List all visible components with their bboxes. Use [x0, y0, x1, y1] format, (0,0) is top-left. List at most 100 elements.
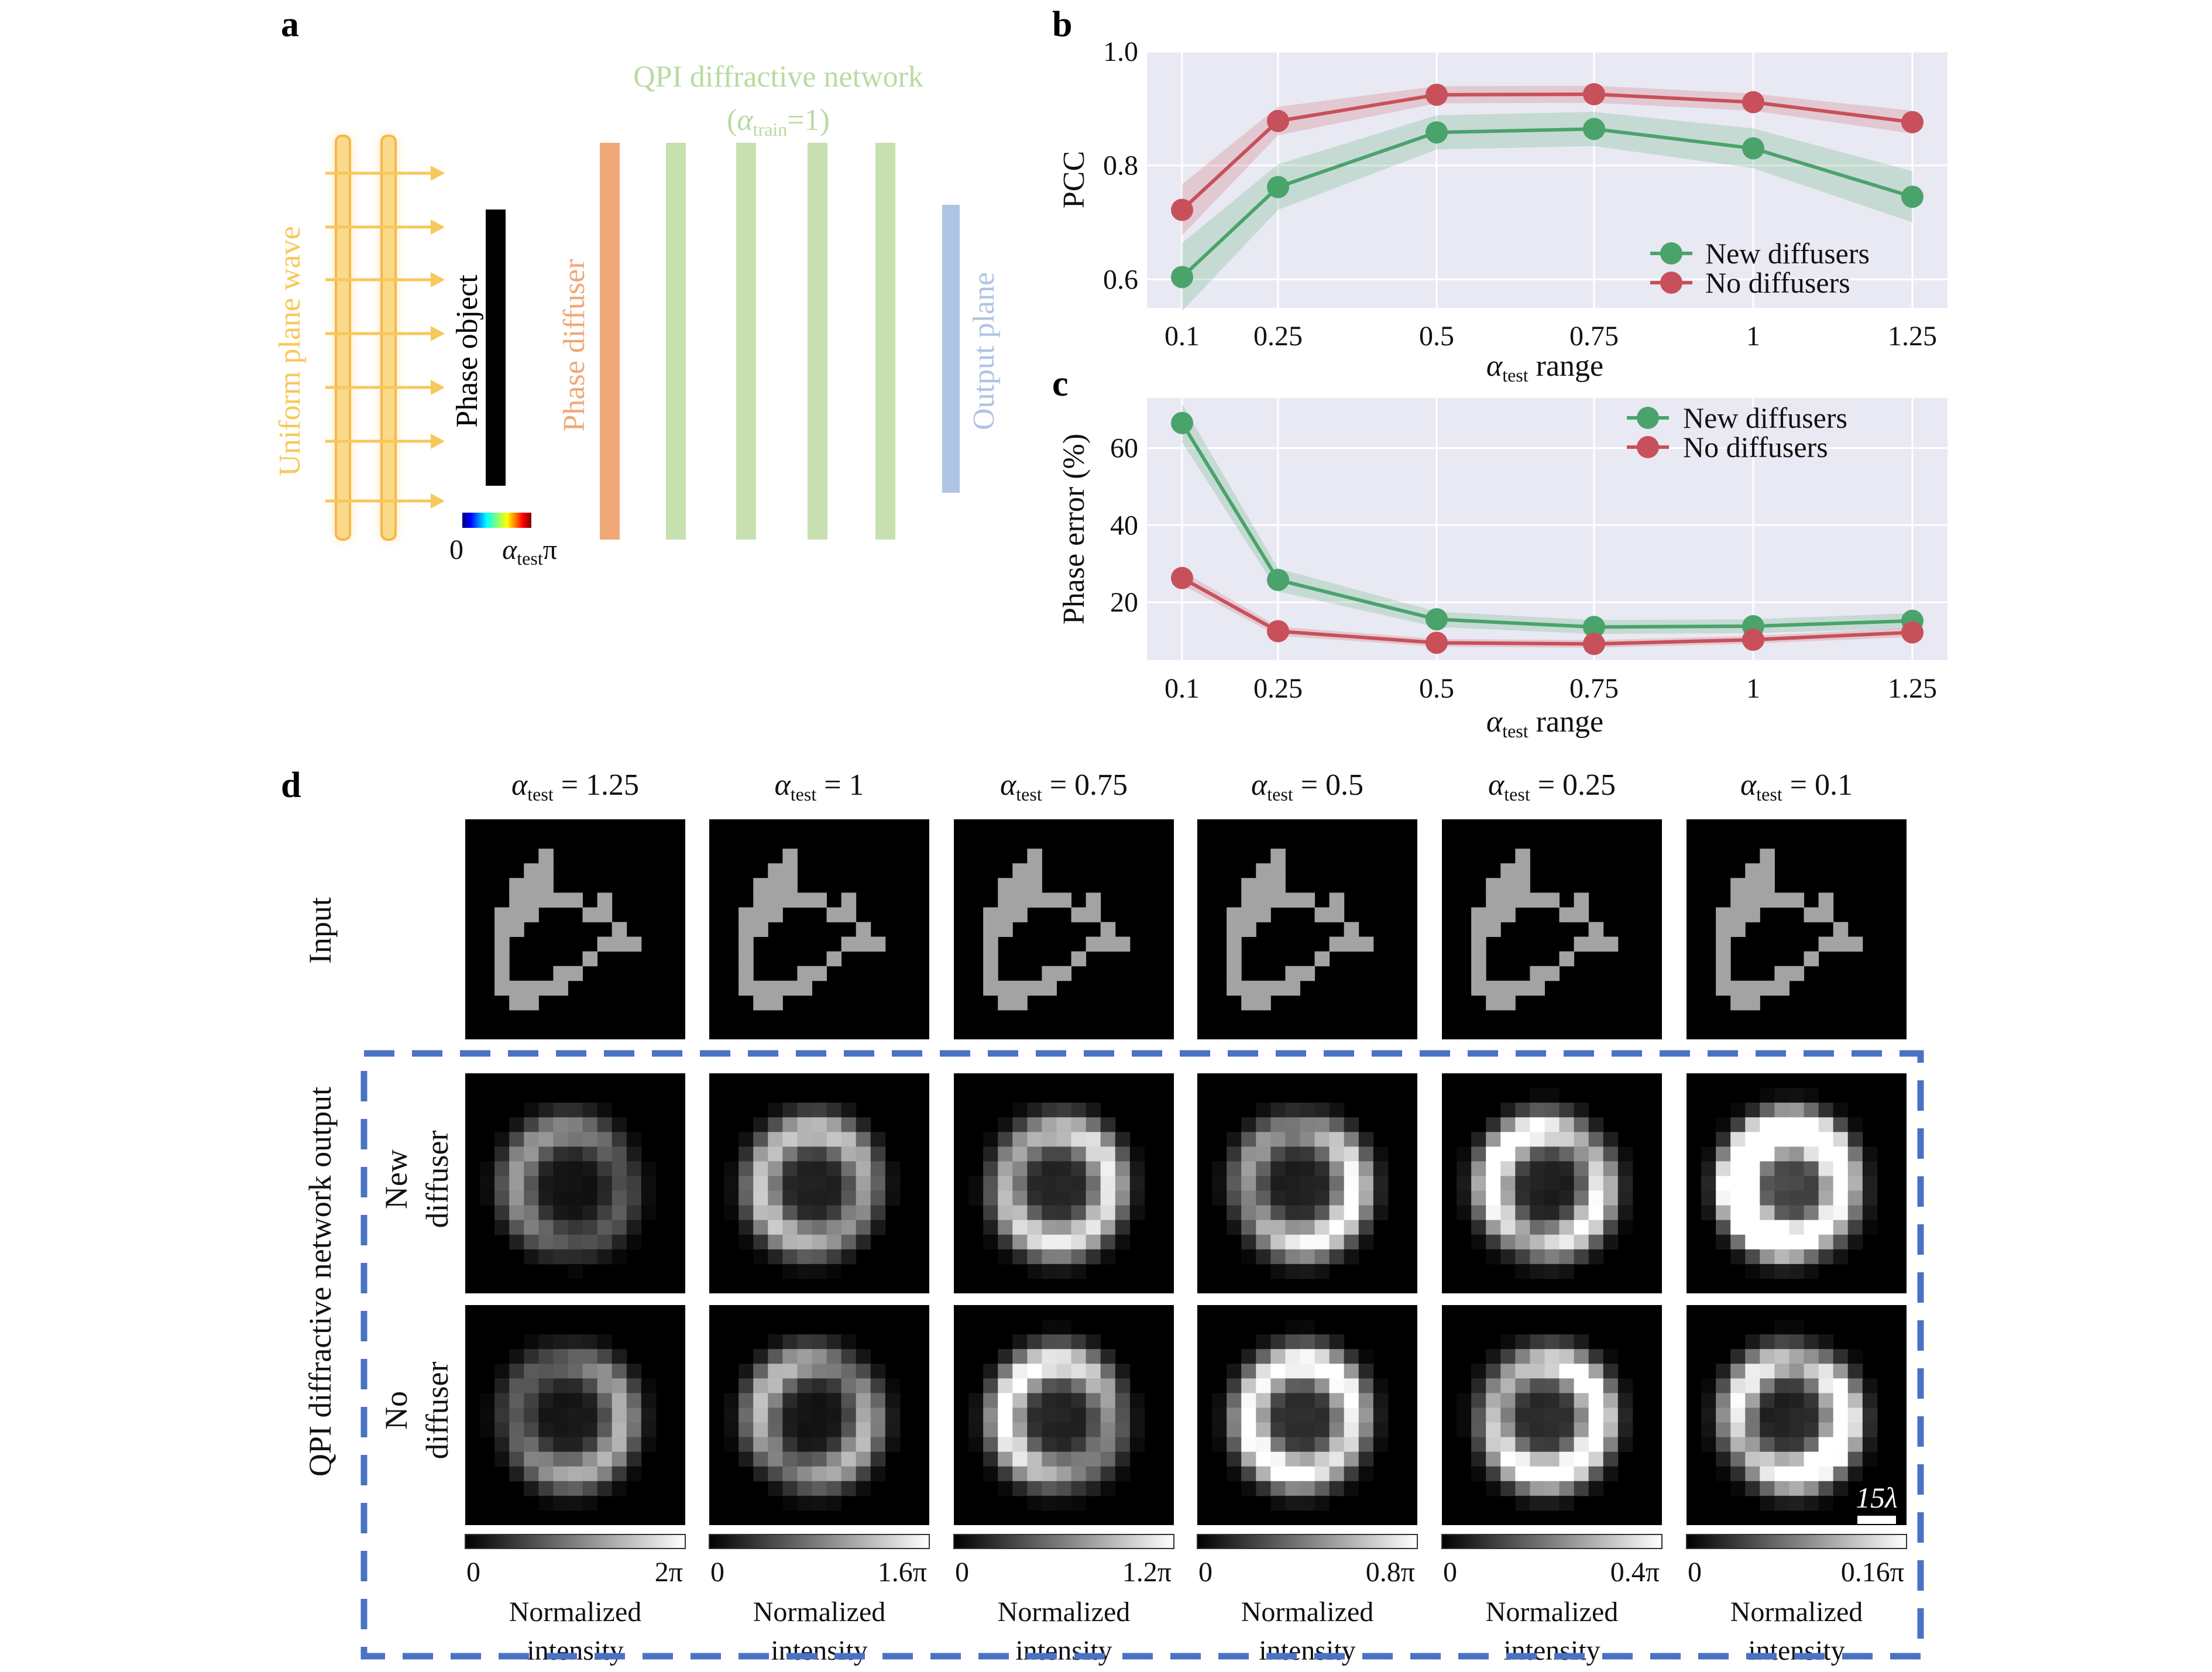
input-pixel: [1745, 980, 1760, 996]
output-pixel: [1012, 1481, 1028, 1496]
output-pixel: [1617, 1205, 1633, 1221]
output-pixel: [597, 1451, 613, 1467]
output-pixel: [1500, 1220, 1516, 1235]
output-pixel: [1774, 1176, 1789, 1192]
output-pixel: [1071, 1481, 1087, 1496]
data-point-no: [1171, 567, 1193, 589]
output-pixel: [1241, 1349, 1256, 1364]
output-pixel: [1471, 1393, 1486, 1408]
output-pixel: [753, 1393, 768, 1408]
output-pixel: [1212, 1407, 1227, 1423]
output-pixel: [1603, 1176, 1619, 1192]
output-pixel: [626, 1220, 642, 1235]
output-pixel: [1789, 1378, 1805, 1393]
output-pixel: [885, 1422, 901, 1438]
input-pixel: [1256, 907, 1271, 922]
output-pixel: [1285, 1205, 1300, 1221]
output-pixel: [1027, 1378, 1042, 1393]
output-pixel: [568, 1234, 583, 1250]
x-tick-label: 0.25: [1253, 673, 1303, 704]
output-pixel: [782, 1176, 798, 1192]
output-pixel: [1256, 1334, 1271, 1350]
input-pixel: [782, 892, 798, 908]
output-pixel: [480, 1190, 495, 1206]
output-pixel: [1358, 1146, 1374, 1162]
output-pixel: [1285, 1349, 1300, 1364]
output-pixel: [856, 1393, 871, 1408]
output-pixel: [1500, 1378, 1516, 1393]
output-pixel: [1530, 1495, 1545, 1511]
output-pixel: [1515, 1176, 1530, 1192]
output-pixel: [841, 1249, 857, 1265]
output-pixel: [1847, 1220, 1863, 1235]
colorbar-label-1: Normalized: [1486, 1597, 1619, 1628]
output-pixel: [1358, 1364, 1374, 1379]
output-pixel: [568, 1264, 583, 1279]
output-pixel: [582, 1364, 598, 1379]
input-pixel: [1500, 892, 1516, 908]
output-pixel: [509, 1176, 524, 1192]
output-pixel: [612, 1117, 627, 1132]
output-pixel: [524, 1117, 539, 1132]
output-pixel: [1530, 1407, 1545, 1423]
output-pixel: [768, 1451, 783, 1467]
wave-arrow-head: [431, 166, 445, 181]
output-pixel: [1774, 1481, 1789, 1496]
output-pixel: [753, 1161, 768, 1176]
output-pixel: [1559, 1132, 1575, 1147]
column-header-sub: test: [1504, 784, 1530, 805]
output-pixel: [1344, 1349, 1359, 1364]
output-pixel: [524, 1205, 539, 1221]
output-pixel: [553, 1249, 568, 1265]
output-pixel: [1100, 1364, 1116, 1379]
output-pixel: [1344, 1437, 1359, 1453]
output-pixel: [538, 1451, 554, 1467]
output-pixel: [1071, 1132, 1087, 1147]
output-pixel: [1285, 1176, 1300, 1192]
output-pixel: [1314, 1334, 1330, 1350]
output-pixel: [1818, 1334, 1834, 1350]
output-pixel: [782, 1161, 798, 1176]
output-pixel: [1329, 1407, 1345, 1423]
output-pixel: [1086, 1378, 1101, 1393]
output-pixel: [1701, 1437, 1716, 1453]
output-pixel: [1270, 1349, 1286, 1364]
output-pixel: [1559, 1176, 1575, 1192]
input-pixel: [1227, 980, 1242, 996]
output-pixel: [826, 1451, 842, 1467]
output-pixel: [724, 1422, 739, 1438]
output-pixel: [626, 1437, 642, 1453]
output-pixel: [1227, 1364, 1242, 1379]
output-pixel: [870, 1190, 886, 1206]
plot-b-lines: [1180, 92, 1913, 279]
input-pixel: [1833, 922, 1849, 938]
output-pixel: [1818, 1349, 1834, 1364]
output-pixel: [1471, 1205, 1486, 1221]
input-pixel: [1358, 936, 1374, 952]
output-pixel: [826, 1161, 842, 1176]
output-pixel: [782, 1103, 798, 1118]
output-pixel: [1241, 1190, 1256, 1206]
column-header-alpha: α: [1251, 768, 1268, 802]
output-pixel: [724, 1407, 739, 1423]
output-pixel: [841, 1481, 857, 1496]
colorbar-label-1: Normalized: [998, 1597, 1131, 1628]
output-pixel: [1358, 1437, 1374, 1453]
output-pixel: [826, 1437, 842, 1453]
input-pixel: [1256, 980, 1271, 996]
output-pixel: [553, 1234, 568, 1250]
output-pixel: [1559, 1437, 1575, 1453]
output-pixel: [626, 1466, 642, 1482]
output-pixel: [826, 1176, 842, 1192]
output-pixel: [1544, 1466, 1560, 1482]
input-pixel: [524, 980, 539, 996]
x-tick-label: 0.1: [1165, 321, 1200, 352]
output-pixel: [1358, 1451, 1374, 1467]
output-pixel: [870, 1466, 886, 1482]
output-pixel: [1617, 1393, 1633, 1408]
output-pixel: [1300, 1407, 1315, 1423]
output-pixel: [1833, 1234, 1849, 1250]
input-pixel: [1100, 936, 1116, 952]
output-pixel: [1818, 1190, 1834, 1206]
